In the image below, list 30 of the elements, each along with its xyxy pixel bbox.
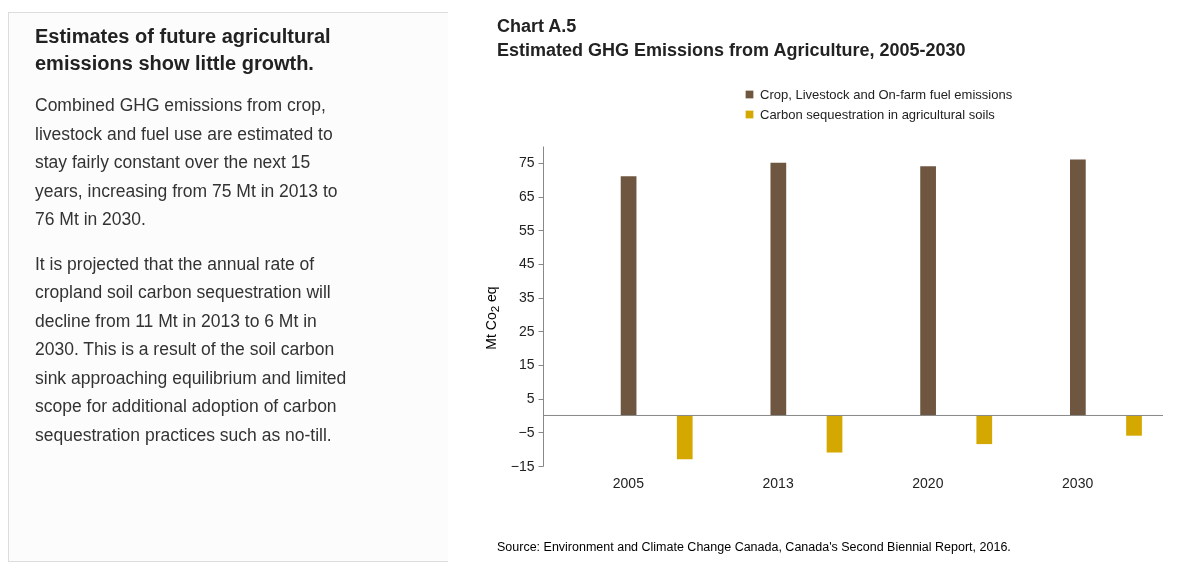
y-tick-label: −15 bbox=[510, 457, 535, 474]
bar bbox=[1070, 159, 1086, 416]
x-tick-label: 2020 bbox=[912, 474, 944, 491]
text: It is projected that the annual rate of cropland soil carbon sequestration will decline from 11 Mt in 2013 to 6 Mt in 2030. This is a result of the soil carbon sink approaching equilibrium and limited scope for additional adoption of carbon sequestration practices such as no-till. bbox=[35, 252, 348, 447]
y-tick-label: 25 bbox=[518, 322, 535, 339]
x-tick-label: 2030 bbox=[1062, 474, 1094, 491]
x-tick-label: 2013 bbox=[762, 474, 794, 491]
bar bbox=[976, 415, 993, 445]
chart-title: Chart A.5 bbox=[497, 15, 578, 38]
y-tick-label: 65 bbox=[518, 188, 535, 205]
x-tick-label: 2005 bbox=[612, 474, 645, 491]
text: Estimates of future agricultural emissions show little growth. bbox=[35, 24, 332, 76]
bar bbox=[826, 415, 843, 453]
source-note: Source: Environment and Climate Change Canada, Canada's Second Biennial Report, 2016. bbox=[497, 540, 1011, 554]
bar bbox=[620, 176, 637, 416]
legend-label: Carbon sequestration in agricultural soils bbox=[760, 106, 996, 122]
bar bbox=[920, 166, 936, 416]
y-tick-label: −5 bbox=[518, 423, 535, 440]
y-tick-label: 55 bbox=[518, 221, 535, 238]
bar bbox=[1126, 415, 1142, 436]
y-tick-label: 35 bbox=[518, 289, 535, 306]
legend-label: Crop, Livestock and On-farm fuel emissions bbox=[760, 86, 1013, 102]
y-tick-label: 75 bbox=[518, 154, 535, 171]
y-tick-label: 5 bbox=[526, 390, 535, 407]
y-tick-label: 15 bbox=[518, 356, 535, 373]
y-tick-label: 45 bbox=[518, 255, 535, 272]
text: Combined GHG emissions from crop, livestock and fuel use are estimated to stay fairly constant over the next 15 years, increasing from 75 Mt in 2013 to 76 Mt in 2030. bbox=[35, 94, 339, 231]
bar bbox=[676, 415, 693, 460]
bar bbox=[770, 162, 787, 416]
chart-subtitle: Estimated GHG Emissions from Agriculture, 2005-2030 bbox=[497, 39, 966, 62]
